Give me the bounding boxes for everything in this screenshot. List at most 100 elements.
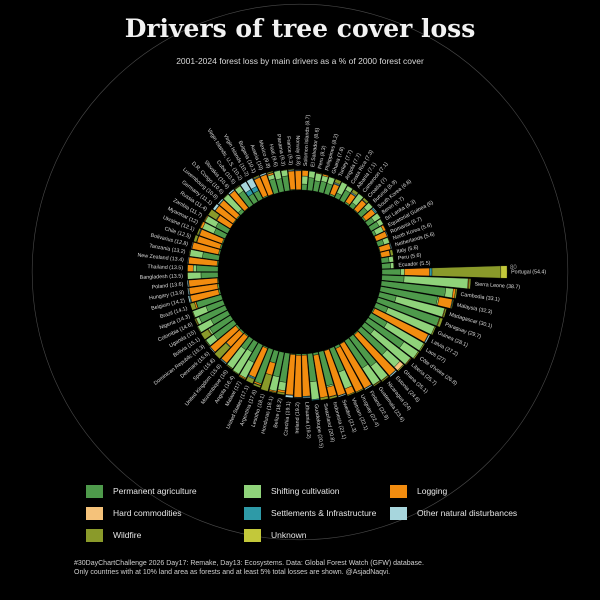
country-label: El Salvador (8.6) [310, 127, 321, 167]
bar-segment [301, 169, 309, 171]
legend-swatch [390, 506, 407, 520]
country-label: Peru (8.3) [317, 145, 327, 169]
bar-segment [328, 176, 336, 179]
bar-segment [233, 184, 240, 190]
bar-segment [376, 212, 382, 219]
bar-segment [393, 255, 395, 263]
legend-swatch [86, 506, 103, 520]
country-label: Belize (18.2) [273, 398, 284, 429]
bar-segment [217, 198, 224, 205]
bar-segment [397, 364, 405, 372]
bar-segment [404, 267, 430, 277]
bar-segment [192, 264, 197, 272]
bar-segment [287, 168, 295, 171]
bar-segment [226, 364, 233, 370]
bar-segment [188, 249, 191, 257]
bar-segment [246, 177, 257, 190]
bar-segment [500, 265, 508, 279]
legend-label: Unknown [271, 530, 307, 540]
country-label: Norway (8.8) [294, 135, 301, 166]
country-label: Czechia (19.1) [283, 401, 292, 436]
country-label: Italy (5.6) [396, 245, 419, 255]
bar-segment [431, 265, 502, 279]
bar-segment [311, 398, 320, 401]
bar-segment [387, 236, 391, 243]
legend-label: Permanent agriculture [113, 486, 197, 496]
bar-segment [189, 302, 197, 311]
radial-axis-label: 80 [510, 265, 517, 271]
bar-segment [196, 265, 219, 272]
bar-segment [301, 183, 308, 191]
legend-item-wildfire: Wildfire [86, 528, 141, 542]
bar-segment [260, 373, 273, 392]
country-label: New Zealand (13.4) [137, 253, 184, 264]
bar-segment [191, 310, 196, 319]
bar-segment [294, 170, 302, 190]
legend-swatch [86, 528, 103, 542]
bar-segment [209, 346, 215, 354]
country-label: Portugal (54.4) [511, 269, 546, 275]
footnote-line: Only countries with at 10% land area as … [74, 569, 391, 576]
bar-segment [280, 169, 288, 172]
legend-item-logging: Logging [390, 484, 447, 498]
bar-segment [389, 370, 397, 378]
bar-segment [187, 272, 202, 280]
bar-segment [203, 214, 208, 222]
bar-segment [293, 397, 302, 399]
legend-swatch [244, 506, 261, 520]
bar-segment [207, 209, 220, 221]
bar-segment [424, 334, 431, 344]
bar-segment [252, 174, 260, 180]
bar-segment [347, 185, 354, 190]
bar-segment [337, 393, 347, 398]
legend-item-settlements-infrastructure: Settlements & Infrastructure [244, 506, 376, 520]
bar-segment [228, 188, 235, 195]
bar-segment [196, 227, 202, 236]
legend-label: Other natural disturbances [417, 508, 518, 518]
legend-swatch [390, 484, 407, 498]
bar-segment [232, 369, 240, 375]
bar-segment [214, 342, 231, 360]
country-label: Bangladesh (13.5) [140, 273, 184, 280]
bar-segment [334, 178, 342, 185]
bar-segment [220, 358, 227, 365]
bar-segment [196, 326, 202, 333]
bar-segment [273, 170, 282, 181]
bar-segment [351, 189, 359, 196]
bar-segment [301, 170, 309, 177]
country-label: Poland (13.6) [151, 282, 183, 291]
country-label: Malaysia (32.3) [456, 302, 493, 315]
bar-segment [200, 329, 212, 340]
bar-segment [285, 394, 294, 398]
bar-segment [430, 326, 437, 336]
legend-item-other-natural-disturbances: Other natural disturbances [390, 506, 517, 520]
legend-swatch [244, 484, 261, 498]
bar-segment [276, 391, 286, 396]
bar-segment [199, 221, 204, 228]
bar-segment [362, 197, 369, 204]
legend-label: Hard commodities [113, 508, 182, 518]
bar-segment [341, 181, 348, 185]
legend-label: Shifting cultivation [271, 486, 340, 496]
bar-segment [186, 280, 189, 288]
bar-segment [442, 308, 447, 318]
bar-segment [222, 193, 229, 200]
legend-swatch [244, 528, 261, 542]
bar-segment [259, 172, 267, 177]
country-label: Panama (9.3) [275, 134, 286, 167]
bar-segment [268, 390, 277, 394]
legend-label: Settlements & Infrastructure [271, 508, 377, 518]
bar-segment [372, 207, 378, 213]
bar-segment [450, 299, 455, 309]
bar-segment [437, 296, 453, 309]
legend-item-permanent-agriculture: Permanent agriculture [86, 484, 197, 498]
country-label: France (9.3) [285, 136, 293, 165]
bar-segment [381, 262, 391, 270]
bar-segment [380, 218, 384, 225]
country-label: Lithuania (19.2) [303, 402, 311, 439]
bar-segment [400, 268, 405, 276]
reference-circle [31, 3, 569, 541]
bar-segment [381, 375, 390, 383]
